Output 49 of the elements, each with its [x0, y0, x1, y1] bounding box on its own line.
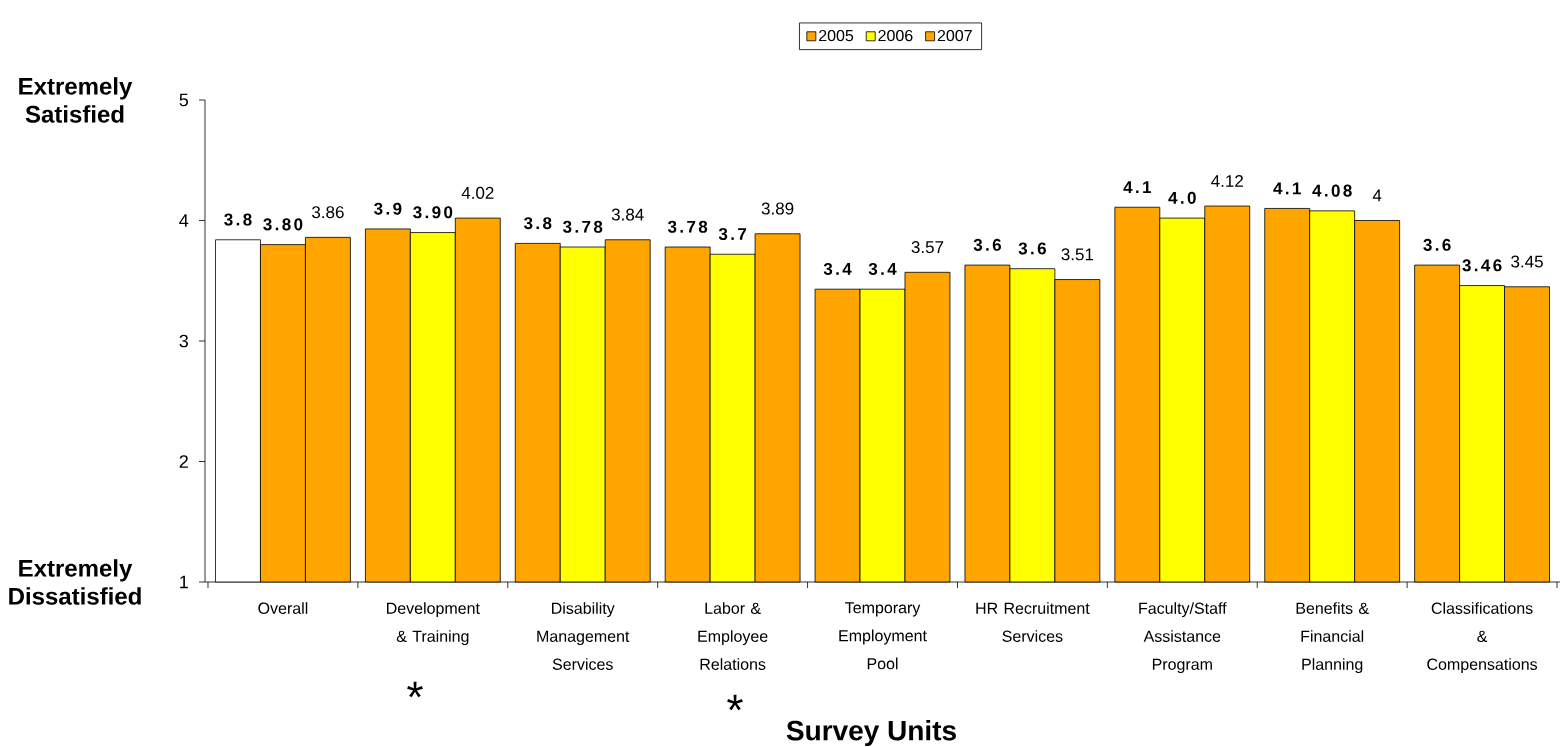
data-label: 3.4 — [823, 262, 852, 275]
data-label: 4.12 — [1211, 174, 1243, 187]
data-label: 3.8 — [523, 217, 552, 230]
data-label: 3.84 — [611, 208, 644, 221]
y-tick-label: 2 — [179, 455, 188, 468]
data-label: 3.9 — [374, 202, 402, 215]
data-label: 4.1 — [1273, 182, 1301, 195]
text: * — [407, 681, 423, 698]
legend-label: 2007 — [937, 29, 972, 42]
data-label: 3.89 — [761, 202, 794, 215]
data-label: 4.08 — [1312, 184, 1352, 197]
data-label: 3.46 — [1462, 259, 1502, 272]
text: * — [727, 694, 743, 711]
x-tick-label: Labor & Employee Relations — [698, 602, 768, 670]
data-label: 3.78 — [563, 220, 603, 233]
y-tick-label: 5 — [179, 93, 189, 107]
data-label: 3.6 — [1423, 238, 1451, 251]
data-label: 3.57 — [911, 241, 944, 254]
x-tick-label: Classifications & Compensations — [1427, 602, 1538, 674]
data-label: 3.80 — [263, 218, 303, 231]
x-tick-label: Development & Training — [387, 602, 480, 646]
legend-label: 2005 — [819, 29, 854, 42]
x-tick-label: Temporary Employment Pool — [839, 602, 927, 670]
x-tick-label: Overall — [258, 602, 308, 614]
data-label: 4.1 — [1123, 181, 1152, 194]
data-label: 3.78 — [667, 220, 708, 233]
data-label: 3.86 — [312, 206, 344, 219]
x-axis-title: Survey Units — [786, 719, 956, 747]
y-tick-label: 1 — [180, 575, 188, 589]
data-label: 3.90 — [413, 206, 453, 219]
data-label: 3.4 — [868, 262, 897, 275]
data-label: 3.7 — [718, 227, 747, 241]
data-label: 3.8 — [224, 213, 252, 226]
y-tick-label: 4 — [179, 214, 189, 227]
data-label: 3.51 — [1061, 248, 1094, 261]
x-tick-label: Disability Management Services — [537, 602, 630, 670]
data-label: 4 — [1372, 189, 1382, 202]
legend-label: 2006 — [878, 29, 913, 42]
text: Extremely Satisfied — [19, 77, 133, 123]
data-label: 4.0 — [1168, 191, 1196, 204]
data-label: 3.45 — [1511, 255, 1543, 268]
data-label: 4.02 — [461, 186, 494, 199]
data-label: 3.6 — [1018, 242, 1046, 255]
x-tick-label: Benefits & Financial Planning — [1296, 602, 1369, 674]
y-tick-label: 3 — [179, 334, 189, 348]
data-label: 3.6 — [973, 238, 1001, 251]
text: Extremely Dissatisfied — [9, 559, 141, 605]
x-tick-label: HR Recruitment Services — [976, 602, 1090, 642]
x-tick-label: Faculty/Staff Assistance Program — [1139, 602, 1227, 674]
